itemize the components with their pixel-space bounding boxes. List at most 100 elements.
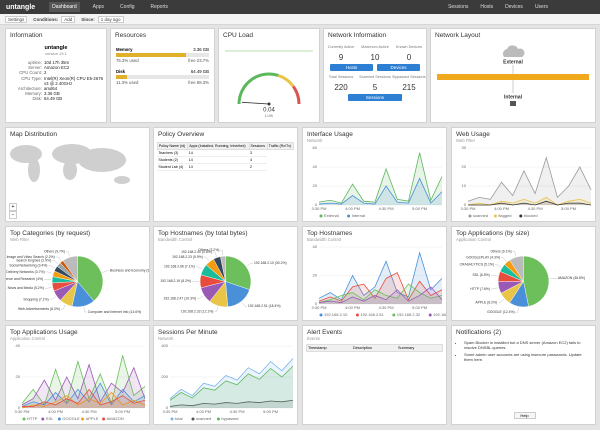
series-area	[170, 366, 293, 408]
stat-value: 5	[372, 83, 378, 92]
leader-line	[212, 251, 217, 257]
info-row: Architecture: amd64	[6, 86, 106, 91]
info-row: CPU Type: Intel(R) Xeon(R) CPU E5-2676 v3…	[6, 76, 106, 86]
gauge-label: Low	[265, 113, 274, 118]
y-tick-label: 60	[313, 145, 318, 150]
y-tick-label: 40	[313, 244, 318, 249]
leader-line	[498, 299, 505, 303]
info-key: uptime:	[27, 60, 42, 65]
leader-line	[55, 256, 62, 262]
slice-label: News and Media (5.2%)	[8, 286, 44, 290]
chart	[10, 144, 130, 184]
x-tick-label: 5:00 PM	[412, 206, 427, 211]
leader-line	[214, 306, 219, 312]
header-cell: Description	[353, 346, 372, 350]
stat: Scanned Sessions 5	[358, 75, 392, 92]
widget: Top Hostnames Bandwidth Control 0 20 40 3:30 …	[302, 226, 447, 321]
add-button[interactable]: Add	[61, 15, 76, 23]
nav-item[interactable]: Users	[534, 4, 548, 10]
slice-label: 192.168.2.47 (10.3%)	[164, 296, 197, 300]
device-icon	[510, 101, 516, 106]
land	[114, 176, 130, 184]
widget-body: 0 20 40 3:30 PM 4:00 PM 4:30 PM 5:00 PM 192.168…	[303, 243, 446, 320]
policy-row: Teachers (3) 14 3	[157, 149, 293, 157]
legend-label: HTTP	[27, 416, 38, 421]
leader-line	[512, 251, 517, 257]
series-line	[169, 358, 294, 400]
chart: 0 20 40 60 3:30 PM 4:00 PM 4:30 PM 5:00 PM Exter…	[312, 145, 443, 218]
nav-item[interactable]: Apps	[92, 4, 105, 10]
cell	[267, 164, 293, 171]
x-tick-label: 4:30 PM	[379, 206, 394, 211]
series-area	[319, 286, 442, 304]
legend-label: 192.168.2.51	[360, 312, 384, 317]
button[interactable]: Devices	[377, 64, 420, 71]
widget-title: Web Usage	[456, 131, 490, 138]
header-cell: Traffic (Rx/Tx)	[266, 142, 295, 150]
widget-subtitle: Application Control	[10, 336, 46, 341]
x-tick-label: 5:00 PM	[561, 206, 576, 211]
help-button[interactable]: Help	[513, 412, 536, 419]
stat-label: Known Devices	[395, 45, 423, 49]
slice-label: Content Delivery Networks (3.7%)	[6, 270, 45, 274]
cell: 2	[249, 163, 268, 171]
y-tick-label: 20	[462, 164, 467, 169]
gauge-value: 0.04	[263, 108, 275, 114]
widget: Top Applications (by size) Application Co…	[451, 226, 596, 321]
button[interactable]: Sessions	[348, 94, 402, 101]
widget-subtitle: Application Control	[456, 237, 492, 242]
y-tick-label: 40	[313, 164, 318, 169]
nav-item[interactable]: Reports	[150, 4, 169, 10]
x-tick-label: 3:30 PM	[15, 409, 30, 414]
land	[28, 158, 40, 182]
slice-label: Others (9.7%)	[44, 249, 65, 253]
header-cell: Timestamp	[308, 346, 327, 350]
stat-value: 9	[338, 53, 344, 62]
resource-name: Memory	[116, 47, 133, 52]
y-tick-label: 40	[16, 343, 21, 348]
leader-line	[549, 278, 557, 279]
resource: Disk 64.49 GB 11.3% used free 88.3%	[116, 69, 209, 85]
header-row: Policy Name (id) Apps (Installed, Running…	[156, 142, 295, 150]
button[interactable]: Hosts	[330, 64, 373, 71]
widget-body: 0 20 40 60 3:30 PM 4:00 PM 4:30 PM 5:00 PM Exter…	[303, 144, 446, 221]
x-tick-label: 4:00 PM	[494, 206, 509, 211]
top-nav: untangle Dashboard Apps Config Reports Sessio…	[0, 0, 600, 14]
legend-swatch	[102, 417, 106, 421]
cell	[267, 150, 293, 157]
series-area	[319, 284, 442, 304]
nav-item[interactable]: Hosts	[480, 4, 494, 10]
nav-item[interactable]: Dashboard	[49, 2, 80, 12]
stats-row: Total Sessions 220 Scanned Sessions 5 Bypass…	[324, 75, 426, 92]
widget: Information untangle version 15.1 uptime: 10…	[5, 28, 107, 123]
widget-body: Policy Name (id) Apps (Installed, Running…	[154, 140, 297, 221]
zoom-button[interactable]: −	[9, 211, 17, 219]
nav-item[interactable]: Devices	[505, 4, 523, 10]
slice-label: Reference and Research (4%)	[6, 277, 43, 281]
range-select[interactable]: 1 day ago	[97, 15, 124, 23]
zoom-button[interactable]: +	[9, 203, 17, 211]
nav-item[interactable]: Sessions	[448, 4, 469, 10]
widget-body: Business and Economy (38.9%) Computer and…	[6, 243, 149, 320]
y-tick-label: 10	[462, 183, 467, 188]
network-box	[437, 74, 589, 80]
series-area	[319, 178, 442, 205]
x-tick-label: 4:30 PM	[230, 409, 245, 414]
legend-swatch	[319, 214, 323, 218]
slice-label: 192.168.2.10 (30.2%)	[254, 261, 287, 265]
widget-subtitle: Bandwidth Control	[158, 237, 193, 242]
widget: Top Applications Usage Application Contro…	[5, 325, 150, 425]
widget-body: Currently Active 9 Maximum Active 10 Known D…	[324, 41, 426, 122]
gauge-band	[237, 72, 279, 105]
pie-slice	[225, 255, 252, 290]
legend-swatch	[347, 214, 351, 218]
legend-label: APPLE	[86, 416, 99, 421]
y-tick-label: 200	[161, 374, 168, 379]
nav-item[interactable]: Config	[120, 4, 135, 10]
settings-button[interactable]: Settings	[5, 15, 28, 23]
series-area	[319, 252, 442, 304]
legend-swatch	[319, 313, 323, 317]
cell: Teachers (3)	[157, 149, 188, 157]
resource-fill	[116, 53, 187, 57]
